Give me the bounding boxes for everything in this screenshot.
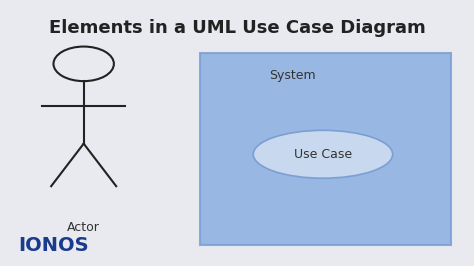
Text: System: System <box>269 69 316 82</box>
FancyBboxPatch shape <box>200 53 451 245</box>
Text: Actor: Actor <box>67 221 100 234</box>
Ellipse shape <box>253 130 392 178</box>
Text: IONOS: IONOS <box>18 236 89 255</box>
Text: Use Case: Use Case <box>294 148 352 161</box>
Text: Elements in a UML Use Case Diagram: Elements in a UML Use Case Diagram <box>49 19 425 37</box>
